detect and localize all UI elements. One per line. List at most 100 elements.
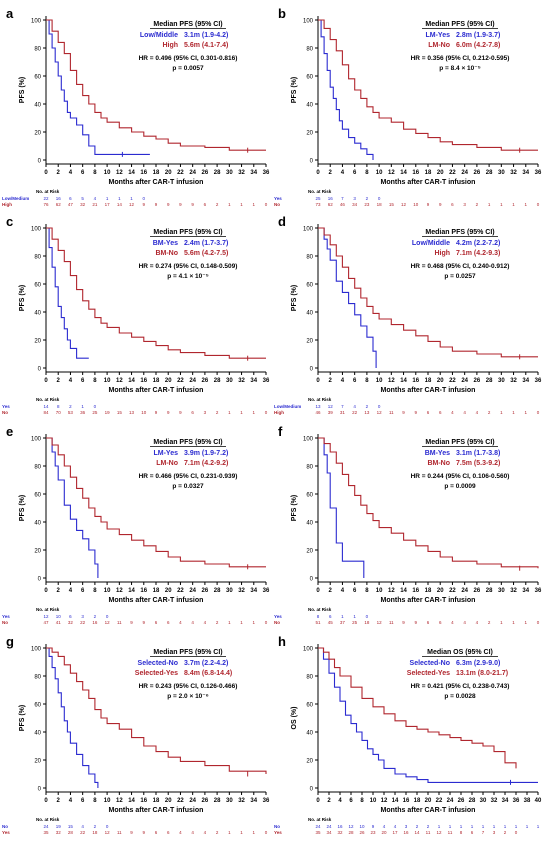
stats-group-median: 3.1m (1.9-4.2) (184, 32, 228, 39)
y-tick-label: 40 (306, 311, 313, 317)
risk-count: 22 (352, 410, 358, 415)
risk-count: 26 (359, 830, 365, 835)
risk-count: 1 (228, 202, 231, 207)
risk-count: 18 (92, 830, 98, 835)
km-curve-group-b (46, 437, 266, 568)
x-tick-label: 22 (449, 378, 456, 384)
x-tick-label: 26 (202, 798, 209, 804)
x-tick-label: 36 (263, 170, 270, 176)
y-axis-label: PFS (%) (291, 77, 298, 103)
risk-count: 3 (81, 614, 84, 619)
x-axis-label: Months after CAR-T infusion (109, 807, 204, 814)
p-value: p = 0.0028 (444, 693, 476, 700)
risk-count: 9 (415, 620, 418, 625)
y-axis-label: PFS (%) (19, 705, 26, 731)
y-tick-label: 20 (306, 759, 313, 765)
risk-count: 2 (488, 620, 491, 625)
stats-group-median: 4.2m (2.2-7.2) (456, 240, 500, 247)
x-tick-label: 2 (57, 798, 61, 804)
x-tick-label: 34 (250, 378, 257, 384)
y-tick-label: 60 (306, 493, 313, 499)
x-tick-label: 12 (388, 588, 395, 594)
x-tick-label: 32 (491, 798, 498, 804)
x-tick-label: 28 (214, 588, 221, 594)
risk-count: 12 (377, 410, 383, 415)
km-curve-group-b (46, 19, 266, 151)
panel-letter: b (278, 6, 286, 21)
stats-header: Median PFS (95% CI) (425, 229, 494, 236)
risk-count: 4 (451, 620, 454, 625)
x-tick-label: 22 (436, 798, 443, 804)
x-tick-label: 24 (189, 378, 196, 384)
stats-header: Median OS (95% CI) (427, 649, 493, 656)
risk-count: 6 (191, 410, 194, 415)
risk-count: 1 (488, 202, 491, 207)
km-curve-group-a (46, 227, 89, 359)
risk-count: 1 (81, 404, 84, 409)
risk-count: 32 (68, 620, 74, 625)
stats-group-median: 6.3m (2.9-9.0) (456, 660, 500, 667)
x-tick-label: 30 (480, 798, 487, 804)
x-tick-label: 28 (214, 170, 221, 176)
risk-count: 34 (352, 202, 358, 207)
risk-count: 0 (378, 196, 381, 201)
risk-row-label: No (2, 824, 8, 829)
risk-count: 6 (451, 202, 454, 207)
hazard-ratio: HR = 0.466 (95% CI, 0.231-0.939) (139, 473, 238, 480)
y-tick-label: 100 (303, 437, 314, 443)
risk-row-label: No (274, 202, 280, 207)
x-tick-label: 26 (474, 170, 481, 176)
x-tick-label: 16 (140, 378, 147, 384)
y-axis-label: PFS (%) (291, 285, 298, 311)
hazard-ratio: HR = 0.356 (95% CI, 0.212-0.595) (411, 55, 510, 62)
risk-count: 4 (191, 620, 194, 625)
x-tick-label: 10 (376, 378, 383, 384)
risk-count: 8 (57, 404, 60, 409)
stats-group-name: LM-No (428, 42, 450, 49)
risk-count: 9 (179, 410, 182, 415)
km-curve-group-a (318, 19, 374, 160)
x-tick-label: 20 (165, 588, 172, 594)
risk-count: 3 (204, 410, 207, 415)
risk-count: 1 (500, 202, 503, 207)
x-tick-label: 28 (214, 798, 221, 804)
risk-count: 6 (439, 620, 442, 625)
risk-count: 9 (143, 830, 146, 835)
stats-group-median: 2.8m (1.9-3.7) (456, 32, 500, 39)
risk-count: 1 (253, 202, 256, 207)
stats-group-name: Low/Middle (140, 32, 178, 39)
x-tick-label: 0 (44, 378, 48, 384)
risk-count: 53 (68, 410, 74, 415)
risk-count: 9 (143, 620, 146, 625)
risk-count: 9 (439, 202, 442, 207)
risk-count: 1 (526, 824, 529, 829)
risk-count: 9 (130, 620, 133, 625)
risk-count: 18 (377, 202, 383, 207)
risk-count: 28 (68, 830, 74, 835)
y-tick-label: 60 (306, 703, 313, 709)
risk-count: 62 (56, 202, 62, 207)
risk-count: 11 (448, 830, 453, 835)
risk-count: 0 (515, 830, 518, 835)
x-tick-label: 14 (400, 378, 407, 384)
x-tick-label: 10 (104, 588, 111, 594)
x-tick-label: 0 (316, 378, 320, 384)
y-tick-label: 20 (34, 339, 41, 345)
p-value: p = 8.4 × 10⁻⁵ (439, 65, 481, 72)
x-tick-label: 20 (165, 378, 172, 384)
y-tick-label: 0 (38, 787, 42, 793)
x-tick-label: 20 (437, 378, 444, 384)
risk-count: 4 (394, 824, 397, 829)
x-tick-label: 12 (116, 170, 123, 176)
stats-group-median: 7.1m (4.2-9.2) (184, 460, 228, 467)
risk-count: 28 (348, 830, 354, 835)
x-tick-label: 0 (316, 798, 320, 804)
y-tick-label: 20 (306, 339, 313, 345)
risk-count: 10 (413, 202, 419, 207)
risk-count: 1 (118, 196, 121, 201)
x-tick-label: 8 (93, 798, 97, 804)
risk-count: 1 (512, 620, 515, 625)
x-tick-label: 2 (329, 170, 333, 176)
